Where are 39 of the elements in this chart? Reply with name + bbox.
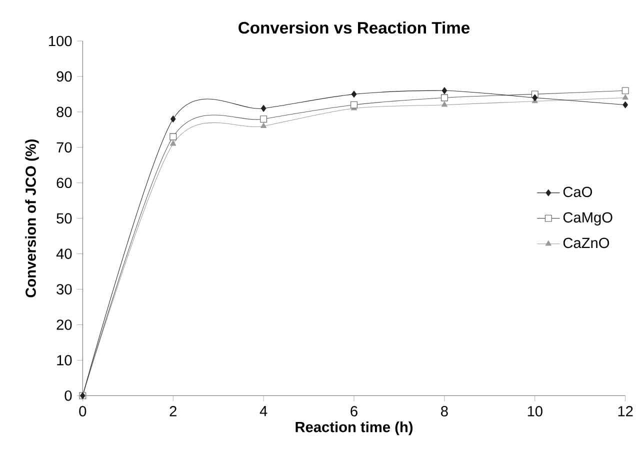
y-tick-label: 30 <box>56 284 72 294</box>
point <box>170 116 176 122</box>
y-tick-label: 80 <box>56 106 72 118</box>
y-tick-label: 10 <box>57 355 72 366</box>
x-tick-label: 0 <box>79 406 86 416</box>
x-tick-label: 2 <box>170 406 176 416</box>
y-tick-label: 60 <box>56 178 72 188</box>
point <box>622 87 629 94</box>
legend-label: CaMgO <box>563 212 612 226</box>
point <box>532 94 538 102</box>
point <box>260 104 266 112</box>
y-tick-label: 70 <box>56 142 72 153</box>
y-tick-label: 20 <box>56 320 72 330</box>
point <box>170 133 177 140</box>
legend-label: CaO <box>563 186 592 198</box>
x-tick-label: 6 <box>350 406 358 416</box>
point <box>170 140 176 146</box>
point <box>442 87 448 94</box>
y-tick-label: 100 <box>49 36 72 46</box>
point <box>350 101 358 108</box>
x-tick-label: 8 <box>441 406 448 416</box>
point <box>622 101 628 108</box>
x-tick-label: 4 <box>260 406 268 416</box>
y-tick-label: 40 <box>56 248 72 259</box>
y-tick-label: 90 <box>56 71 72 82</box>
x-axis-title: Reaction time (h) <box>296 422 413 436</box>
point <box>260 122 267 128</box>
point <box>260 116 268 122</box>
y-tick-label: 0 <box>64 390 72 401</box>
x-tick-label: 10 <box>528 406 542 416</box>
point <box>351 90 357 98</box>
y-tick-label: 50 <box>56 213 72 224</box>
chart-title: Conversion vs Reaction Time <box>238 21 470 34</box>
point <box>440 94 448 102</box>
legend-label: CaZnO <box>563 238 610 248</box>
y-axis-title: Conversion of JCO (%) <box>25 140 39 298</box>
point <box>441 101 448 107</box>
x-tick-label: 12 <box>618 406 633 416</box>
point <box>622 94 628 100</box>
